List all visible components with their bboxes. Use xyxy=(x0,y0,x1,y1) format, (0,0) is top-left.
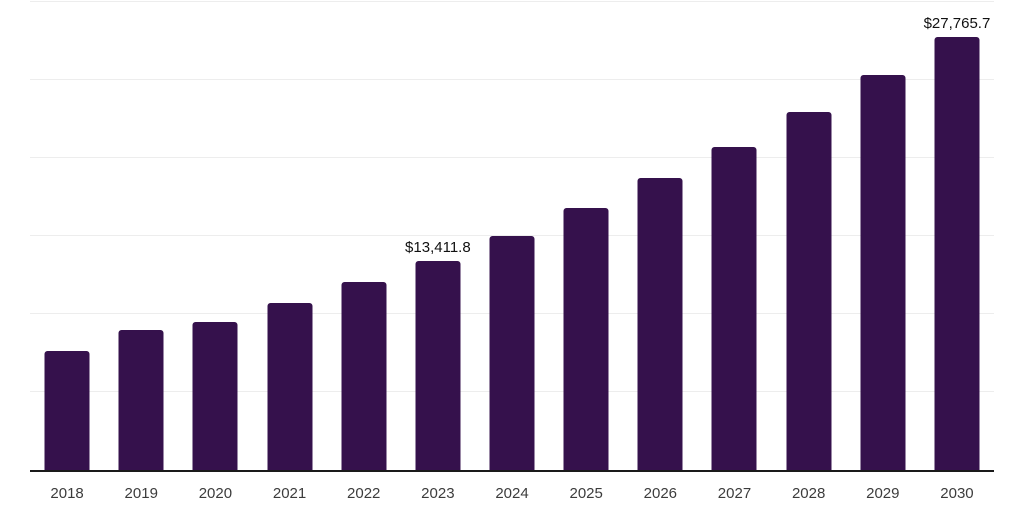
gridline-25000 xyxy=(30,79,994,80)
bar-slot-2022 xyxy=(327,2,401,470)
bar-2020 xyxy=(192,321,238,470)
bar-slot-2018 xyxy=(30,2,104,470)
bar-slot-2019 xyxy=(104,2,178,470)
data-label-2023: $13,411.8 xyxy=(405,238,471,256)
bars: $13,411.8 $27,765.7 xyxy=(30,2,994,470)
bar-slot-2024 xyxy=(475,2,549,470)
bar-2023 xyxy=(415,260,461,470)
x-tick-2030: 2030 xyxy=(940,484,974,502)
bar-2022 xyxy=(341,282,387,470)
gridline-30000 xyxy=(30,1,994,2)
bar-slot-2028 xyxy=(772,2,846,470)
x-tick-2028: 2028 xyxy=(791,484,826,502)
bar-slot-2020 xyxy=(178,2,252,470)
bar-2024 xyxy=(489,235,535,470)
bar-slot-2027 xyxy=(697,2,771,470)
bar-slot-2021 xyxy=(252,2,326,470)
x-tick-2029: 2029 xyxy=(866,484,900,502)
bar-2018 xyxy=(44,351,90,470)
x-tick-2024: 2024 xyxy=(495,484,529,502)
x-tick-2018: 2018 xyxy=(50,484,84,502)
x-tick-2026: 2026 xyxy=(643,484,678,502)
bar-slot-2030: $27,765.7 xyxy=(920,2,994,470)
bar-slot-2023: $13,411.8 xyxy=(401,2,475,470)
bar-slot-2026 xyxy=(623,2,697,470)
bar-2028 xyxy=(786,112,832,470)
bar-slot-2029 xyxy=(846,2,920,470)
bar-2021 xyxy=(267,303,313,470)
x-tick-2019: 2019 xyxy=(124,484,158,502)
bar-slot-2025 xyxy=(549,2,623,470)
bar-2027 xyxy=(711,146,757,470)
bar-2030 xyxy=(934,36,980,470)
bar-2026 xyxy=(637,178,683,470)
x-axis-labels: 2018 2019 2020 2021 2022 2023 2024 2025 2026 2027… xyxy=(30,472,994,508)
x-tick-2021: 2021 xyxy=(272,484,307,502)
plot-area: $13,411.8 $27,765.7 xyxy=(30,1,994,472)
gridline-15000 xyxy=(30,235,994,236)
bar-2025 xyxy=(563,208,609,470)
bar-2029 xyxy=(860,74,906,470)
gridline-20000 xyxy=(30,157,994,159)
x-tick-2027: 2027 xyxy=(717,484,752,502)
x-tick-2020: 2020 xyxy=(198,484,233,502)
bar-2019 xyxy=(118,329,164,470)
data-label-2030: $27,765.7 xyxy=(923,14,991,32)
x-tick-2025: 2025 xyxy=(569,484,603,502)
x-tick-2022: 2022 xyxy=(347,484,381,502)
x-tick-2023: 2023 xyxy=(421,484,455,502)
